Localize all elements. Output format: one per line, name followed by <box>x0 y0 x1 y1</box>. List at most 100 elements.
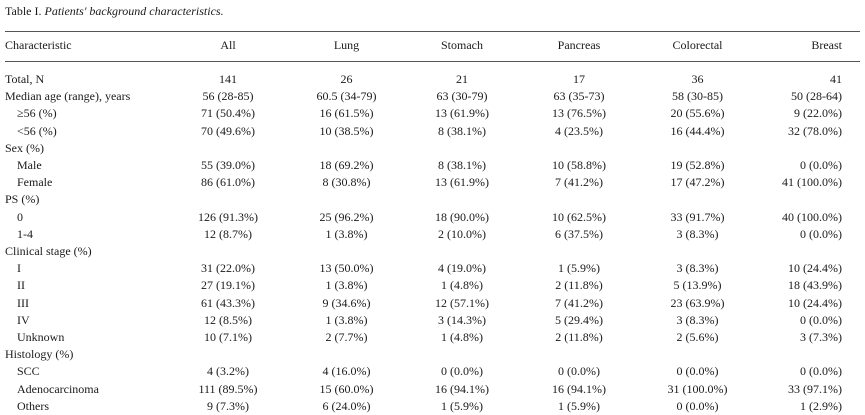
row-label: <56 (%) <box>17 123 57 138</box>
table-cell: 6 (24.0%) <box>322 398 371 413</box>
table-cell: 0 (0.0%) <box>800 226 842 241</box>
table-cell: 12 (57.1%) <box>435 295 489 310</box>
table-cell: 1 (3.8%) <box>325 312 368 327</box>
table-cell: 10 (58.8%) <box>552 158 606 173</box>
column-header-stomach: Stomach <box>441 38 483 52</box>
table-cell <box>519 243 639 260</box>
table-cell: 18 (43.9%) <box>788 278 842 293</box>
column-header-pancreas: Pancreas <box>557 38 601 52</box>
table-cell: 36 <box>691 72 704 86</box>
table-cell: 3 (8.3%) <box>676 261 719 276</box>
table-cell: 32 (78.0%) <box>788 123 842 138</box>
row-label: II <box>17 278 25 293</box>
table-cell: 0 (0.0%) <box>558 364 600 379</box>
table-cell: 61 (43.3%) <box>201 295 255 310</box>
table-cell: 12 (8.5%) <box>204 312 252 327</box>
characteristics-table: Characteristic All Lung Stomach Pancreas… <box>5 37 860 415</box>
table-cell: 3 (14.3%) <box>438 312 486 327</box>
table-cell: 13 (61.9%) <box>435 175 489 190</box>
table-row: Median age (range), years 56 (28-85) 60.5 … <box>5 88 860 105</box>
table-cell <box>639 140 756 157</box>
table-cell <box>639 243 756 260</box>
table-cell: 18 (90.0%) <box>435 209 489 224</box>
column-header-colorectal: Colorectal <box>672 38 723 52</box>
table-cell: 1 (2.9%) <box>800 398 842 413</box>
row-label: SCC <box>17 364 40 379</box>
table-cell: 16 (61.5%) <box>319 106 374 121</box>
table-cell: 70 (49.6%) <box>201 123 255 138</box>
table-cell <box>405 140 519 157</box>
row-label: Median age (range), years <box>5 89 131 104</box>
table-cell: 1 (4.8%) <box>441 330 483 345</box>
table-cell: 86 (61.0%) <box>201 175 255 190</box>
table-cell: 126 (91.3%) <box>198 209 258 224</box>
table-cell: 4 (23.5%) <box>555 123 603 138</box>
table-row: IV 12 (8.5%) 1 (3.8%) 3 (14.3%) 5 (29.4%) 3 (… <box>5 312 860 329</box>
table-row: <56 (%) 70 (49.6%) 10 (38.5%) 8 (38.1%) 4 (2… <box>5 123 860 140</box>
row-label: ≥56 (%) <box>17 106 57 121</box>
table-cell: 10 (62.5%) <box>552 209 606 224</box>
table-cell: 8 (38.1%) <box>438 158 486 173</box>
table-cell: 13 (76.5%) <box>552 106 606 121</box>
column-header-all: All <box>220 38 236 52</box>
table-cell: 141 <box>219 72 237 86</box>
table-cell: 60.5 (34-79) <box>316 89 377 104</box>
table-row: PS (%) <box>5 191 860 208</box>
table-cell: 0 (0.0%) <box>676 398 719 413</box>
table-cell: 111 (89.5%) <box>198 381 258 396</box>
column-header-characteristic: Characteristic <box>5 38 72 52</box>
table-cell: 0 (0.0%) <box>800 158 842 173</box>
row-label: Unknown <box>17 330 65 345</box>
table-row: I 31 (22.0%) 13 (50.0%) 4 (19.0%) 1 (5.9%) 3 … <box>5 260 860 277</box>
table-cell: 9 (7.3%) <box>207 398 249 413</box>
table-cell: 16 (94.1%) <box>435 381 489 396</box>
table-cell: 13 (50.0%) <box>319 261 374 276</box>
row-label: Total, N <box>5 72 45 86</box>
table-cell: 5 (29.4%) <box>555 312 603 327</box>
table-cell: 0 (0.0%) <box>800 312 842 327</box>
table-cell: 4 (16.0%) <box>322 364 371 379</box>
table-row: Male 55 (39.0%) 18 (69.2%) 8 (38.1%) 10 (58.… <box>5 157 860 174</box>
table-cell: 31 (22.0%) <box>201 261 255 276</box>
table-cell: 16 (44.4%) <box>670 123 725 138</box>
table-cell <box>405 191 519 208</box>
table-cell: 8 (38.1%) <box>438 123 486 138</box>
row-label: Adenocarcinoma <box>17 381 99 396</box>
table-cell: 12 (8.7%) <box>204 226 252 241</box>
table-cell: 8 (30.8%) <box>322 175 371 190</box>
table-cell <box>168 243 288 260</box>
row-label: Sex (%) <box>5 140 44 155</box>
table-cell: 2 (5.6%) <box>676 330 719 345</box>
table-row: Others 9 (7.3%) 6 (24.0%) 1 (5.9%) 1 (5.9%) 0… <box>5 398 860 415</box>
header-spacer <box>5 59 860 71</box>
table-cell: 26 <box>340 72 353 86</box>
table-row: SCC 4 (3.2%) 4 (16.0%) 0 (0.0%) 0 (0.0%) 0 (0… <box>5 363 860 380</box>
table-cell: 13 (61.9%) <box>435 106 489 121</box>
table-row: 0 126 (91.3%) 25 (96.2%) 18 (90.0%) 10 (62.5… <box>5 209 860 226</box>
table-cell: 2 (10.0%) <box>438 226 486 241</box>
row-label: Clinical stage (%) <box>5 244 92 259</box>
table-cell: 3 (7.3%) <box>800 330 842 345</box>
table-row: 1-4 12 (8.7%) 1 (3.8%) 2 (10.0%) 6 (37.5%) 3 … <box>5 226 860 243</box>
table-caption: Table I. Patients' background characteri… <box>5 4 224 19</box>
table-cell: 17 <box>573 72 585 86</box>
table-cell <box>639 191 756 208</box>
table-cell <box>288 346 405 363</box>
table-cell: 10 (38.5%) <box>319 123 374 138</box>
table-cell: 21 <box>456 72 468 86</box>
table-cell: 2 (7.7%) <box>325 330 368 345</box>
table-cell: 23 (63.9%) <box>670 295 725 310</box>
row-label: Female <box>17 175 53 190</box>
table-cell: 27 (19.1%) <box>201 278 255 293</box>
table-cell: 1 (4.8%) <box>441 278 483 293</box>
table-cell: 19 (52.8%) <box>670 158 725 173</box>
table-row: Sex (%) <box>5 140 860 157</box>
table-cell: 25 (96.2%) <box>319 209 374 224</box>
table-cell: 10 (24.4%) <box>788 261 842 276</box>
table-cell: 2 (11.8%) <box>555 278 603 293</box>
table-cell: 3 (8.3%) <box>676 226 719 241</box>
table-cell: 7 (41.2%) <box>555 175 603 190</box>
table-cell: 40 (100.0%) <box>782 209 842 224</box>
table-cell <box>639 346 756 363</box>
table-cell: 63 (30-79) <box>436 89 488 104</box>
